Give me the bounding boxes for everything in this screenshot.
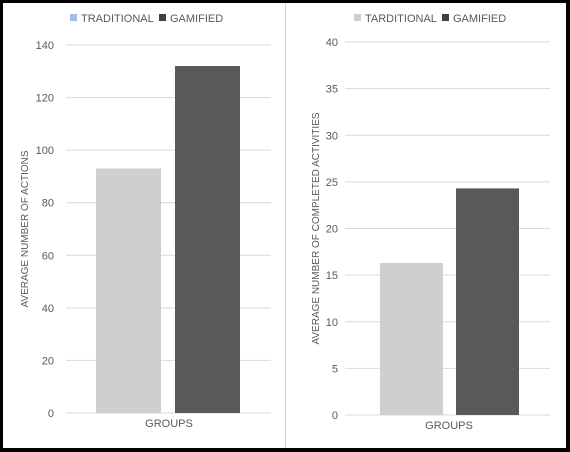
y-tick-label: 15 [326,270,338,282]
bar-tarditional [380,263,443,415]
y-tick-label: 20 [326,224,338,236]
legend-swatch [70,14,77,21]
y-tick-label: 120 [36,93,54,105]
legend-swatch [159,14,166,21]
y-tick-label: 5 [332,363,338,375]
y-tick-label: 80 [42,198,54,210]
y-axis-label: AVERAGE NUMBER OF ACTIONS [20,150,31,307]
y-tick-label: 40 [42,303,54,315]
y-tick-label: 40 [326,37,338,49]
legend-label: TRADITIONAL [81,13,154,25]
y-tick-label: 60 [42,250,54,262]
legend-label: TARDITIONAL [365,13,437,25]
legend-swatch [354,14,361,21]
bar-gamified [175,66,240,414]
bar-traditional [96,168,161,413]
y-tick-label: 25 [326,177,338,189]
y-tick-label: 0 [48,408,54,420]
x-axis-label: GROUPS [145,418,193,430]
y-axis-label: AVERAGE NUMBER OF COMPLETED ACTIVITIES [311,112,322,344]
y-tick-label: 20 [42,355,54,367]
bar-gamified [456,188,519,415]
y-tick-label: 30 [326,130,338,142]
y-tick-label: 0 [332,410,338,422]
chart-1: 0 20 40 60 80 100 120 140 TRADITIONAL GAMIFIED AVE… [20,13,271,430]
y-tick-label: 35 [326,84,338,96]
chart-2: 0 5 10 15 20 25 30 35 40 TARDITIONAL GAMIFIED AVERA… [311,13,550,432]
y-tick-label: 10 [326,317,338,329]
x-axis-label: GROUPS [425,420,473,432]
legend-swatch [442,14,449,21]
y-tick-label: 100 [36,145,54,157]
legend-label: GAMIFIED [170,13,223,25]
panel-divider [285,3,286,448]
y-tick-label: 140 [36,40,54,52]
figure-frame: 0 20 40 60 80 100 120 140 TRADITIONAL GAMIFIED AVE… [3,3,566,448]
legend-label: GAMIFIED [453,13,506,25]
